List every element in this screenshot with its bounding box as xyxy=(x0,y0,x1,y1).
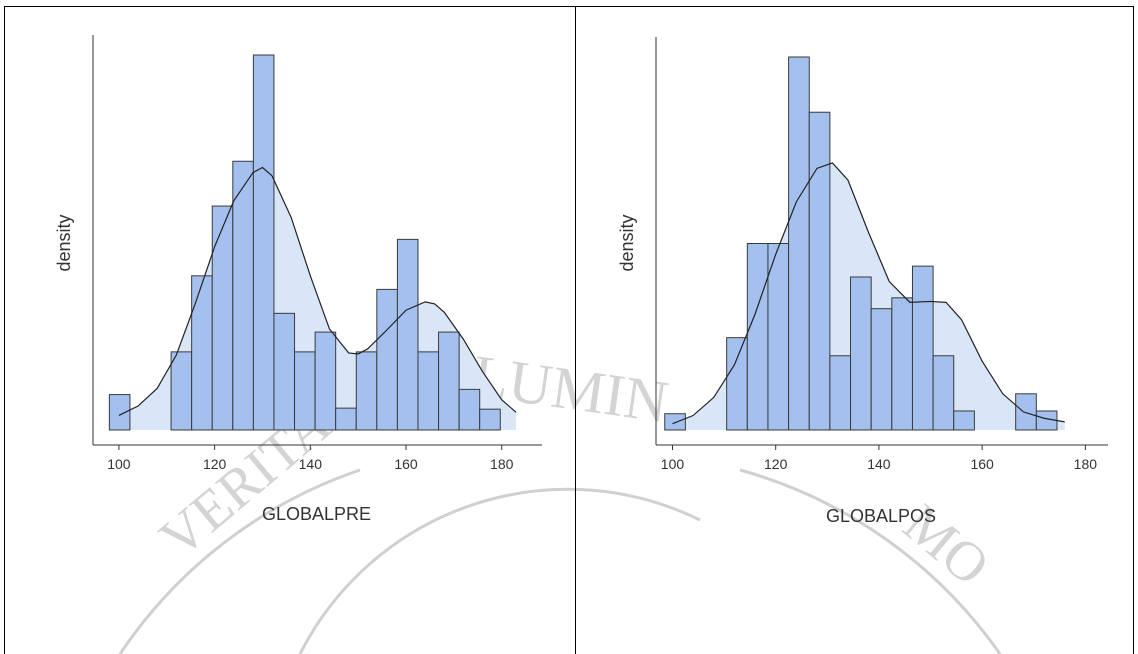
panel-globalpos xyxy=(575,6,1134,654)
histogram-bar xyxy=(850,276,872,431)
histogram-bar xyxy=(911,265,934,431)
density-curve xyxy=(672,162,1065,425)
histogram-bar xyxy=(396,238,419,431)
histogram-bar xyxy=(438,331,460,431)
histogram-bar xyxy=(479,408,501,431)
x-tick-label: 140 xyxy=(299,456,323,472)
histogram-bar xyxy=(664,413,686,431)
x-tick-label: 120 xyxy=(764,456,788,472)
x-tick-label: 120 xyxy=(203,456,227,472)
x-tick-label: 160 xyxy=(970,456,994,472)
x-tick-label: 140 xyxy=(867,456,891,472)
density-curve xyxy=(118,166,517,416)
histogram-bar xyxy=(932,355,955,431)
histogram-bar xyxy=(870,308,893,431)
x-tick-label: 100 xyxy=(661,456,685,472)
histogram-bar xyxy=(767,243,790,431)
x-tick-label: 180 xyxy=(490,456,514,472)
histogram-bar xyxy=(746,243,769,431)
panel-globalpre xyxy=(4,6,575,654)
histogram-bar xyxy=(808,111,831,431)
x-tick-label: 100 xyxy=(107,456,131,472)
histogram-bar xyxy=(953,410,975,431)
y-axis-title: density xyxy=(617,214,637,271)
x-tick-label: 160 xyxy=(394,456,418,472)
histogram-bar xyxy=(1015,393,1037,431)
histogram-bar xyxy=(252,54,275,431)
x-axis-title: GLOBALPRE xyxy=(262,504,371,524)
histogram-bar xyxy=(314,331,337,431)
x-tick-label: 180 xyxy=(1074,456,1098,472)
x-axis-title: GLOBALPOS xyxy=(826,506,936,526)
histogram-bar xyxy=(788,56,810,431)
histogram-bar xyxy=(108,394,131,431)
histogram-bar xyxy=(891,297,913,431)
histogram-bar xyxy=(726,337,748,431)
histogram-bar xyxy=(829,355,852,431)
y-axis-title: density xyxy=(54,214,74,271)
